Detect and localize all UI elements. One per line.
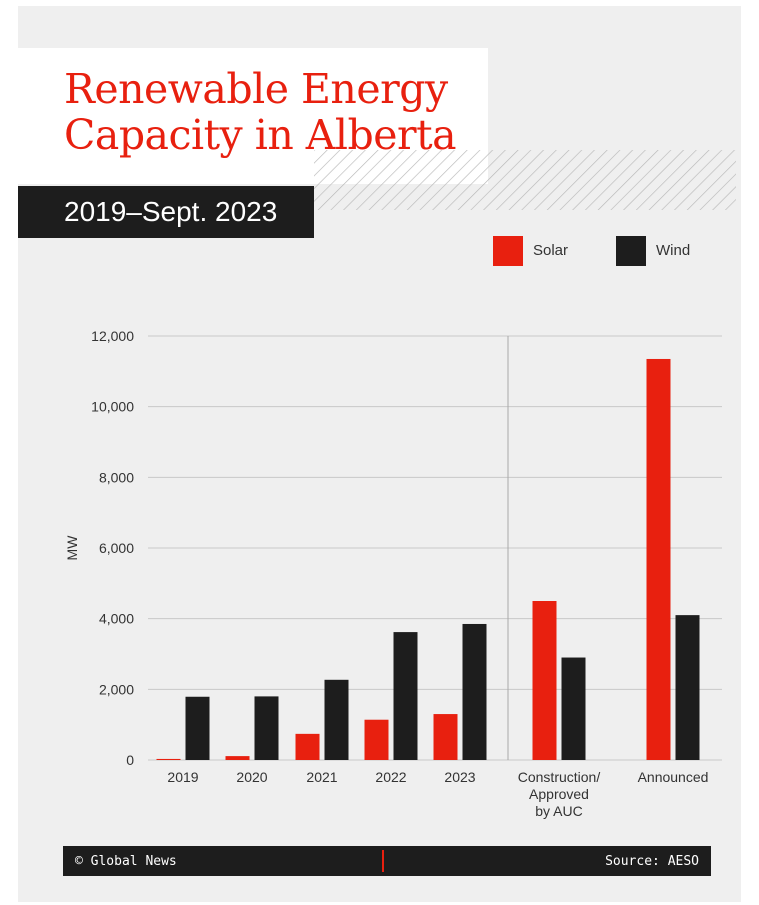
x-tick-label-line: 2021: [306, 769, 337, 785]
bar-solar: [225, 756, 250, 760]
bar-wind: [393, 632, 418, 760]
bar-wind: [254, 696, 279, 760]
legend-label-wind: Wind: [656, 242, 691, 259]
y-tick-label: 4,000: [99, 611, 134, 627]
bar-solar: [156, 758, 181, 760]
legend-swatch-wind: [616, 236, 646, 266]
x-tick-label: Construction/Approved by AUC: [518, 769, 601, 819]
footer-divider: [382, 850, 384, 872]
y-tick-label: 10,000: [91, 399, 134, 415]
x-tick-label-line: 2019: [167, 769, 198, 785]
x-tick-label-line: by AUC: [535, 803, 582, 819]
x-tick-label: 2019: [167, 769, 198, 785]
y-tick-label: 0: [126, 752, 134, 768]
y-tick-label: 12,000: [91, 328, 134, 344]
bar-solar: [295, 733, 320, 760]
subtitle-box: [18, 186, 314, 238]
bar-solar: [433, 714, 458, 760]
x-tick-label: 2023: [444, 769, 475, 785]
bar-solar: [364, 719, 389, 760]
x-tick-label-line: Approved: [529, 786, 589, 802]
x-tick-label: Announced: [638, 769, 709, 785]
x-tick-label-line: 2023: [444, 769, 475, 785]
bar-solar: [646, 358, 671, 760]
bar-wind: [675, 615, 700, 760]
x-tick-label-line: 2020: [236, 769, 267, 785]
legend-label-solar: Solar: [533, 242, 569, 259]
bar-wind: [185, 696, 210, 760]
bar-solar: [532, 601, 557, 760]
x-tick-label-line: 2022: [375, 769, 406, 785]
footer-bar: © Global News Source: AESO: [63, 846, 711, 876]
legend-swatch-solar: [493, 236, 523, 266]
bar-wind: [462, 623, 487, 760]
footer-copyright: © Global News: [75, 854, 177, 869]
x-tick-label: 2022: [375, 769, 406, 785]
bar-wind: [324, 679, 349, 760]
x-tick-label-line: Announced: [638, 769, 709, 785]
x-tick-label: 2020: [236, 769, 267, 785]
x-tick-label-line: Construction/: [518, 769, 601, 785]
y-axis-label: MW: [64, 535, 80, 561]
y-tick-label: 8,000: [99, 469, 134, 485]
chart-subtitle: 2019–Sept. 2023: [64, 196, 278, 227]
x-tick-label: 2021: [306, 769, 337, 785]
title-line-1: Renewable Energy: [64, 65, 448, 113]
hatch-decoration: [314, 150, 736, 210]
bar-wind: [561, 657, 586, 760]
y-tick-label: 6,000: [99, 540, 134, 556]
footer-source: Source: AESO: [605, 854, 699, 869]
y-tick-label: 2,000: [99, 681, 134, 697]
